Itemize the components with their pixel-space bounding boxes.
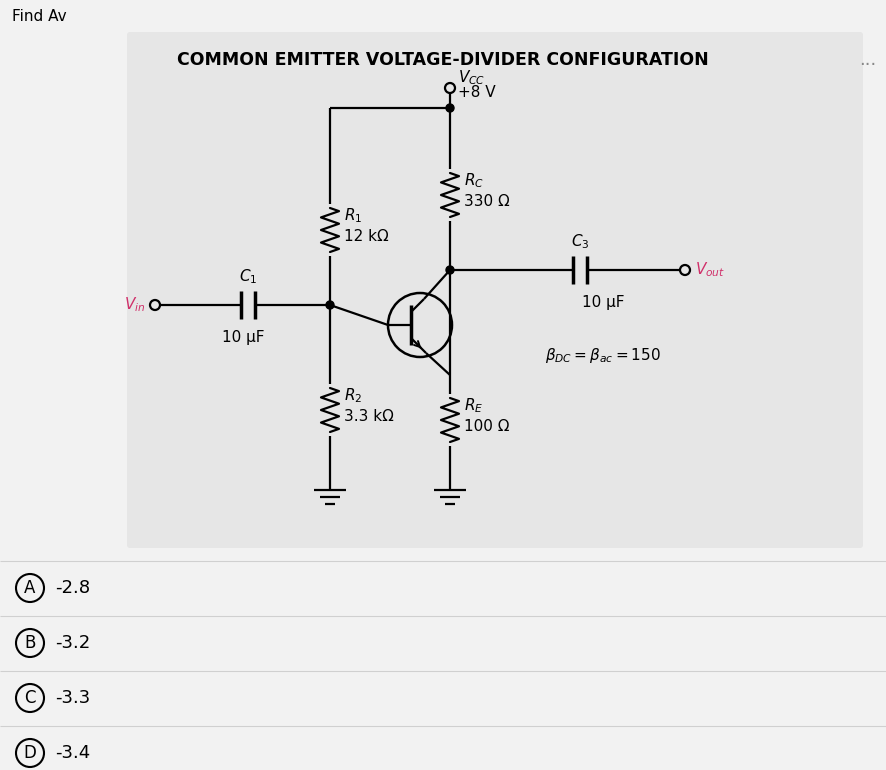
Text: $R_2$: $R_2$ bbox=[344, 387, 362, 405]
Text: -2.8: -2.8 bbox=[55, 579, 90, 597]
Text: +8 V: +8 V bbox=[458, 85, 495, 99]
Text: B: B bbox=[24, 634, 35, 652]
Text: -3.3: -3.3 bbox=[55, 689, 90, 707]
Text: A: A bbox=[24, 579, 35, 597]
Text: Find Av: Find Av bbox=[12, 8, 66, 24]
Text: D: D bbox=[24, 744, 36, 762]
Text: 10 μF: 10 μF bbox=[222, 330, 264, 344]
Text: $V_{out}$: $V_{out}$ bbox=[695, 261, 726, 280]
Text: $R_1$: $R_1$ bbox=[344, 206, 362, 226]
Text: ...: ... bbox=[859, 51, 876, 69]
Circle shape bbox=[446, 266, 454, 274]
Text: 10 μF: 10 μF bbox=[582, 294, 625, 310]
Text: 100 Ω: 100 Ω bbox=[464, 419, 509, 434]
Text: $C_3$: $C_3$ bbox=[571, 233, 589, 251]
Text: $\beta_{DC} = \beta_{ac} = 150$: $\beta_{DC} = \beta_{ac} = 150$ bbox=[545, 346, 661, 364]
Text: $V_{in}$: $V_{in}$ bbox=[123, 296, 145, 314]
Text: C: C bbox=[24, 689, 35, 707]
Text: 3.3 kΩ: 3.3 kΩ bbox=[344, 409, 394, 424]
Text: $C_1$: $C_1$ bbox=[239, 268, 257, 286]
Text: COMMON EMITTER VOLTAGE-DIVIDER CONFIGURATION: COMMON EMITTER VOLTAGE-DIVIDER CONFIGURA… bbox=[177, 51, 709, 69]
Text: $V_{CC}$: $V_{CC}$ bbox=[458, 69, 486, 87]
Text: 330 Ω: 330 Ω bbox=[464, 193, 509, 209]
Text: -3.4: -3.4 bbox=[55, 744, 90, 762]
Text: -3.2: -3.2 bbox=[55, 634, 90, 652]
Text: 12 kΩ: 12 kΩ bbox=[344, 229, 389, 243]
Text: $R_C$: $R_C$ bbox=[464, 172, 484, 190]
FancyBboxPatch shape bbox=[127, 32, 863, 548]
Text: $R_E$: $R_E$ bbox=[464, 397, 483, 415]
Circle shape bbox=[326, 301, 334, 309]
Circle shape bbox=[446, 104, 454, 112]
